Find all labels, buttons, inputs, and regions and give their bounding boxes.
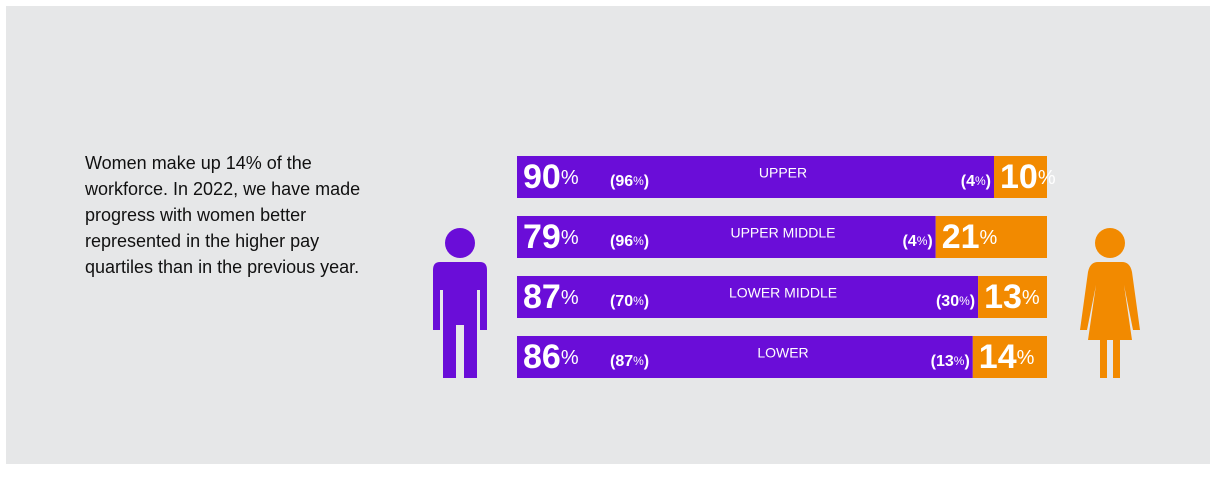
unit: % (917, 234, 928, 248)
unit: % (1038, 167, 1056, 189)
bracket: ( (610, 353, 616, 370)
value: 4 (908, 233, 917, 250)
value: 79 (523, 218, 561, 256)
bracket: ) (927, 233, 932, 250)
unit: % (633, 234, 644, 248)
category-label: UPPER (759, 165, 807, 181)
value: 70 (615, 293, 633, 310)
category-label: LOWER (757, 345, 808, 361)
unit: % (561, 227, 579, 249)
unit: % (633, 174, 644, 188)
bar (978, 276, 1047, 318)
category-label: UPPER MIDDLE (730, 225, 835, 241)
bracket: ) (964, 353, 969, 370)
men-label: 90% (523, 158, 579, 196)
bar (517, 336, 973, 378)
men-previous: (87%) (610, 353, 649, 370)
man-icon (433, 228, 487, 378)
value: 96 (615, 233, 633, 250)
bar (517, 216, 936, 258)
unit: % (959, 294, 970, 308)
women-previous: (30%) (936, 293, 975, 310)
women-label: 14% (979, 338, 1035, 376)
bar (994, 156, 1047, 198)
unit: % (980, 227, 998, 249)
unit: % (561, 287, 579, 309)
bracket: ( (936, 293, 942, 310)
bracket: ) (970, 293, 975, 310)
value: 90 (523, 158, 561, 196)
women-previous: (4%) (961, 173, 991, 190)
bar (972, 336, 1047, 378)
unit: % (633, 354, 644, 368)
unit: % (561, 347, 579, 369)
bar (517, 276, 979, 318)
unit: % (633, 294, 644, 308)
unit: % (561, 167, 579, 189)
bracket: ) (644, 173, 649, 190)
men-previous: (96%) (610, 233, 649, 250)
value: 10 (1000, 158, 1038, 196)
value: 30 (941, 293, 959, 310)
bracket: ( (931, 353, 937, 370)
category-label: LOWER MIDDLE (729, 285, 837, 301)
men-label: 86% (523, 338, 579, 376)
value: 13 (984, 278, 1022, 316)
unit: % (954, 354, 965, 368)
bracket: ) (644, 353, 649, 370)
value: 13 (936, 353, 954, 370)
value: 96 (615, 173, 633, 190)
unit: % (975, 174, 986, 188)
value: 86 (523, 338, 561, 376)
value: 21 (942, 218, 980, 256)
men-label: 79% (523, 218, 579, 256)
men-previous: (96%) (610, 173, 649, 190)
bracket: ) (986, 173, 991, 190)
bar (517, 156, 994, 198)
unit: % (1017, 347, 1035, 369)
description: Women make up 14% of the workforce. In 2… (85, 153, 361, 277)
unit: % (1022, 287, 1040, 309)
value: 87 (523, 278, 561, 316)
value: 4 (966, 173, 975, 190)
men-previous: (70%) (610, 293, 649, 310)
women-label: 21% (942, 218, 998, 256)
women-label: 13% (984, 278, 1040, 316)
women-previous: (4%) (902, 233, 932, 250)
bracket: ( (961, 173, 967, 190)
bracket: ( (610, 233, 616, 250)
bracket: ( (610, 173, 616, 190)
men-label: 87% (523, 278, 579, 316)
bar (935, 216, 1047, 258)
bracket: ( (610, 293, 616, 310)
value: 14 (979, 338, 1017, 376)
women-previous: (13%) (931, 353, 970, 370)
bracket: ) (644, 233, 649, 250)
value: 87 (615, 353, 633, 370)
woman-icon (1080, 228, 1140, 378)
bracket: ( (902, 233, 908, 250)
bracket: ) (644, 293, 649, 310)
women-label: 10% (1000, 158, 1056, 196)
